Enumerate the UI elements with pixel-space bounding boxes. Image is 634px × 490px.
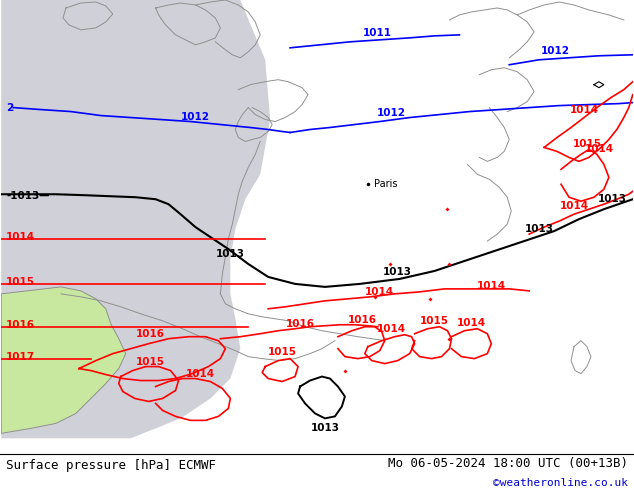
Text: 1012: 1012	[377, 107, 406, 118]
Text: Surface pressure [hPa] ECMWF: Surface pressure [hPa] ECMWF	[6, 459, 216, 471]
Text: 1016: 1016	[136, 329, 165, 339]
Text: 1015: 1015	[6, 277, 36, 287]
Text: 1011: 1011	[363, 28, 392, 38]
Text: 1013: 1013	[311, 423, 339, 433]
Text: 1015: 1015	[573, 140, 602, 149]
Text: 1014: 1014	[569, 104, 598, 115]
Text: 1014: 1014	[477, 281, 506, 291]
Text: 1013: 1013	[383, 267, 412, 277]
Text: 1014: 1014	[559, 201, 588, 211]
Text: 1014: 1014	[585, 145, 614, 154]
Polygon shape	[1, 287, 126, 433]
Text: 1015: 1015	[268, 346, 297, 357]
Text: 1014: 1014	[457, 318, 486, 328]
Text: 1014: 1014	[6, 232, 36, 242]
Text: 1014: 1014	[365, 287, 394, 297]
Text: 1015: 1015	[136, 357, 165, 367]
Text: 1013: 1013	[216, 249, 245, 259]
Text: 1014: 1014	[377, 324, 406, 334]
Text: 1013: 1013	[525, 224, 553, 234]
Polygon shape	[1, 0, 270, 439]
Text: ©weatheronline.co.uk: ©weatheronline.co.uk	[493, 478, 628, 489]
Text: -1013—: -1013—	[6, 191, 49, 201]
Text: 1012: 1012	[181, 112, 210, 122]
Text: 1014: 1014	[186, 368, 215, 379]
Text: 1013: 1013	[598, 194, 627, 204]
Text: 1015: 1015	[420, 316, 449, 326]
Text: 1016: 1016	[6, 320, 36, 330]
Text: Mo 06-05-2024 18:00 UTC (00+13B): Mo 06-05-2024 18:00 UTC (00+13B)	[387, 457, 628, 470]
Text: 1016: 1016	[347, 315, 377, 325]
Text: 2: 2	[6, 102, 13, 113]
Text: 1016: 1016	[285, 318, 314, 329]
Text: 1012: 1012	[541, 46, 569, 56]
Text: 1017: 1017	[6, 352, 36, 362]
Text: Paris: Paris	[374, 179, 398, 189]
